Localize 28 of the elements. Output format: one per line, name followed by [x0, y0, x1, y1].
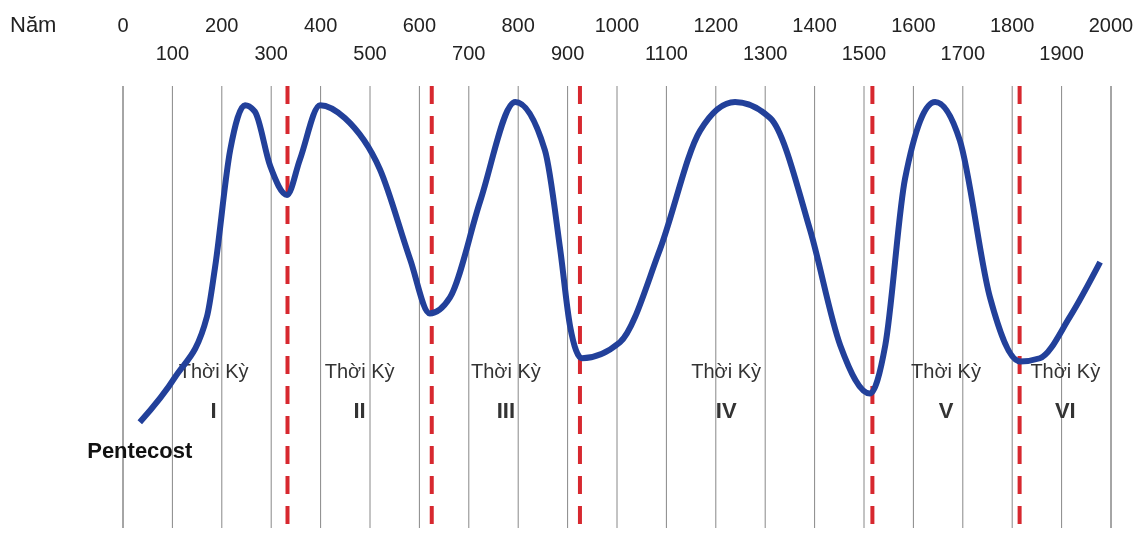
x-tick-label: 800 — [501, 14, 535, 36]
x-tick-label: 0 — [117, 14, 129, 36]
x-tick-label: 1000 — [594, 14, 640, 36]
x-tick-label: 1400 — [792, 14, 837, 36]
x-tick-label: 600 — [402, 14, 437, 36]
x2-tick-label: 100 — [155, 42, 190, 64]
x-tick-label: 200 — [205, 14, 239, 36]
x2-tick-label: 900 — [550, 42, 585, 64]
annotation: Thời Kỳ II — [324, 359, 395, 423]
x2-tick-label: 700 — [452, 42, 486, 64]
x-tick-label: 1600 — [891, 14, 936, 36]
x2-tick-label: 1300 — [742, 42, 788, 64]
x2-tick-label: 300 — [254, 42, 288, 64]
x-tick-label: 2000 — [1088, 14, 1134, 36]
annotation: Thời Kỳ III — [470, 359, 541, 423]
x-tick-label: 1800 — [989, 14, 1035, 36]
annotation: Thời Kỳ V — [911, 359, 981, 423]
x2-tick-label: 1500 — [841, 42, 887, 64]
x2-tick-label: 1900 — [1039, 42, 1084, 64]
annotation: Thời Kỳ IV — [691, 359, 762, 423]
x-axis-title: Năm — [10, 12, 57, 37]
annotation: Pentecost — [87, 438, 194, 464]
x2-tick-label: 1700 — [940, 42, 986, 64]
x2-tick-label: 1100 — [644, 42, 688, 64]
x-tick-label: 1200 — [693, 14, 739, 36]
x2-tick-label: 500 — [353, 42, 387, 64]
x-tick-label: 400 — [303, 14, 338, 36]
annotation: Thời Kỳ VI — [1030, 359, 1101, 423]
